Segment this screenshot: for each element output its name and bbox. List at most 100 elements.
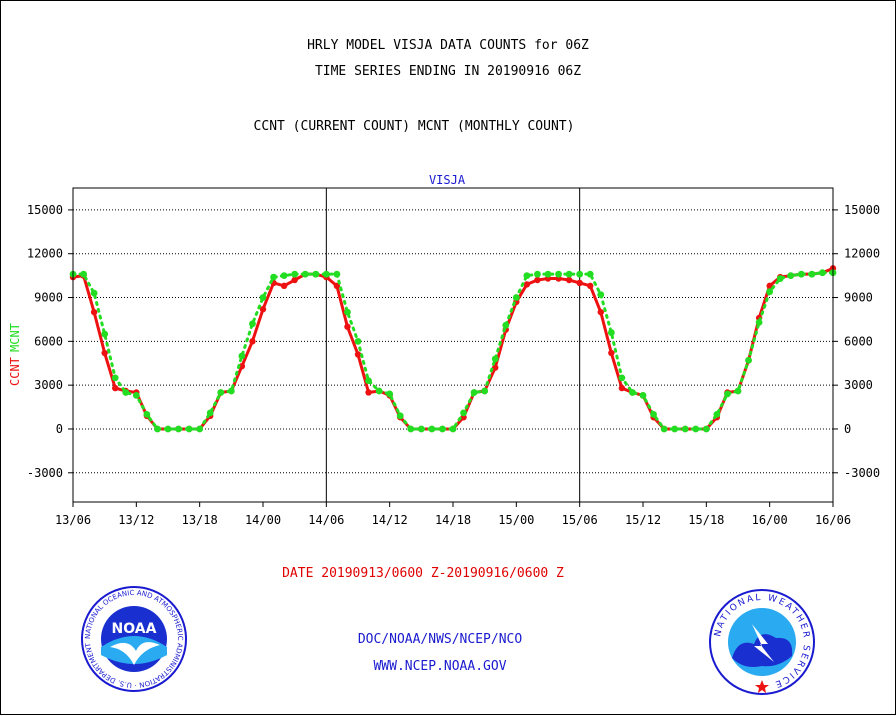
x-tick-label: 15/12	[625, 513, 661, 527]
data-point-mcnt	[90, 289, 98, 297]
grid-lines	[73, 188, 833, 502]
data-point-mcnt	[776, 275, 784, 282]
x-tick-label: 15/00	[498, 513, 534, 527]
data-point-mcnt	[143, 410, 151, 418]
y-tick-label-right: 15000	[844, 203, 880, 217]
data-point-mcnt	[460, 409, 467, 417]
data-point-mcnt	[101, 330, 109, 338]
data-point-mcnt	[154, 425, 161, 433]
data-point-mcnt	[301, 270, 309, 278]
data-point-mcnt	[607, 329, 615, 336]
data-point-mcnt	[745, 356, 752, 364]
data-point-mcnt	[481, 387, 489, 395]
data-point-mcnt	[713, 410, 721, 418]
data-point-mcnt	[766, 288, 774, 296]
x-tick-label: 15/18	[688, 513, 724, 527]
website-link[interactable]: WWW.NCEP.NOAA.GOV	[373, 659, 507, 674]
data-point-mcnt	[280, 272, 288, 280]
data-point-ccnt	[249, 338, 256, 345]
data-point-mcnt	[797, 270, 805, 278]
data-point-mcnt	[576, 270, 584, 278]
y-tick-label-right: -3000	[844, 466, 880, 480]
series-line-ccnt	[71, 266, 835, 431]
data-point-mcnt	[702, 425, 710, 433]
data-point-mcnt	[238, 352, 246, 360]
data-point-ccnt	[608, 349, 615, 357]
data-point-ccnt	[587, 282, 594, 290]
data-point-ccnt	[238, 362, 246, 370]
x-tick-label: 16/06	[815, 513, 851, 527]
x-tick-label: 13/18	[182, 513, 218, 527]
data-point-mcnt	[417, 425, 425, 433]
data-point-mcnt	[629, 389, 636, 396]
data-point-ccnt	[280, 282, 288, 290]
y-tick-label-left: 15000	[27, 203, 63, 217]
y-tick-label-left: 12000	[27, 247, 63, 261]
date-range: DATE 20190913/0600 Z-20190916/0600 Z	[282, 566, 564, 581]
noaa-logo: NATIONAL OCEANIC AND ATMOSPHERIC ADMINIS…	[80, 585, 187, 692]
x-tick-label: 14/06	[308, 513, 344, 527]
data-point-mcnt	[249, 320, 256, 328]
data-point-mcnt	[808, 270, 816, 278]
data-point-ccnt	[597, 308, 604, 316]
data-point-mcnt	[502, 321, 510, 329]
data-point-ccnt	[534, 276, 541, 284]
data-point-ccnt	[291, 276, 298, 284]
data-point-mcnt	[512, 294, 520, 301]
x-tick-label: 13/06	[55, 513, 91, 527]
data-point-mcnt	[407, 425, 415, 433]
nws-logo: NATIONAL WEATHER SERVICE	[709, 589, 815, 695]
data-point-mcnt	[396, 412, 404, 420]
data-point-mcnt	[724, 390, 731, 398]
y-label-ccnt: CCNT	[8, 357, 22, 386]
data-point-mcnt	[470, 389, 478, 396]
data-point-mcnt	[449, 425, 457, 433]
data-point-mcnt	[375, 387, 383, 395]
plot-title: VISJA	[429, 173, 466, 187]
x-tick-label: 14/18	[435, 513, 471, 527]
data-point-ccnt	[112, 384, 119, 392]
y-label-mcnt: MCNT	[8, 323, 22, 352]
x-tick-label: 15/06	[562, 513, 598, 527]
data-point-mcnt	[534, 270, 541, 278]
data-point-mcnt	[185, 425, 193, 433]
data-point-mcnt	[312, 270, 320, 278]
data-point-mcnt	[787, 272, 795, 280]
data-point-mcnt	[322, 270, 330, 278]
data-point-mcnt	[80, 270, 87, 278]
data-point-mcnt	[111, 374, 119, 382]
data-point-mcnt	[386, 390, 394, 398]
data-point-mcnt	[755, 318, 763, 326]
data-point-ccnt	[259, 306, 267, 313]
data-point-ccnt	[101, 349, 108, 357]
data-point-ccnt	[90, 308, 98, 316]
data-point-mcnt	[819, 269, 826, 277]
data-point-ccnt	[344, 323, 351, 330]
data-point-mcnt	[354, 337, 362, 345]
data-point-mcnt	[639, 391, 647, 399]
x-tick-label: 14/00	[245, 513, 281, 527]
y-tick-label-left: 3000	[34, 378, 63, 392]
data-point-mcnt	[175, 425, 182, 433]
series-line-mcnt	[71, 271, 835, 431]
axes: -3000 -3000 0 0 3000 3000 6000 6000 9000 9000 1200…	[27, 187, 880, 527]
chart-title-line2: TIME SERIES ENDING IN 20190916 06Z	[314, 64, 582, 79]
org-text: DOC/NOAA/NWS/NCEP/NCO	[357, 632, 523, 647]
data-point-mcnt	[196, 425, 204, 433]
data-point-mcnt	[692, 425, 700, 433]
series-layer	[69, 265, 837, 433]
data-point-mcnt	[291, 270, 299, 278]
y-tick-label-right: 9000	[844, 291, 873, 305]
data-point-mcnt	[544, 270, 552, 278]
data-point-mcnt	[217, 389, 225, 396]
data-point-mcnt	[586, 270, 594, 278]
data-point-mcnt	[523, 272, 531, 280]
plot-border	[72, 187, 834, 503]
data-point-mcnt	[660, 425, 668, 433]
data-point-mcnt	[333, 270, 341, 278]
x-tick-label: 14/12	[372, 513, 408, 527]
data-point-ccnt	[618, 384, 626, 392]
data-point-ccnt	[492, 364, 499, 371]
x-tick-label: 16/00	[752, 513, 788, 527]
